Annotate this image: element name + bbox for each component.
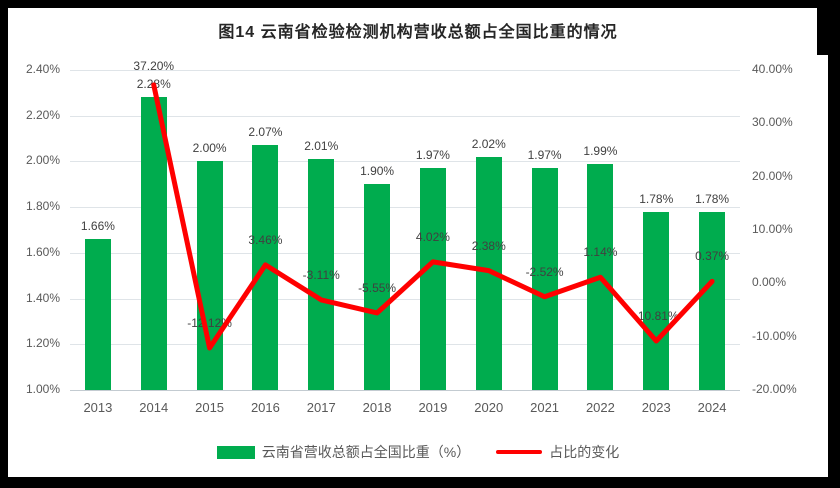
bar-value-label-2015: 2.00%: [192, 141, 227, 156]
left-axis-tick: 1.40%: [25, 290, 60, 305]
bar-series-swatch-icon: [216, 445, 255, 459]
bar-value-label-2013: 1.66%: [80, 219, 115, 234]
line-value-label-2014: 37.20%: [133, 59, 175, 74]
bar-value-label-2024: 1.78%: [695, 191, 730, 206]
line-value-label-2023: -10.81%: [633, 308, 679, 323]
left-axis-tick: 1.00%: [25, 382, 60, 396]
bar-2023: [643, 211, 670, 390]
gridline: [70, 344, 740, 346]
legend-label-bar-series: 云南省营收总额占全国比重（%）: [261, 444, 471, 460]
x-axis-label-2023: 2023: [641, 400, 671, 415]
gridline: [70, 161, 740, 163]
left-axis-tick: 2.40%: [25, 62, 60, 76]
bar-2013: [84, 239, 111, 390]
x-axis-label-2013: 2013: [83, 400, 113, 415]
line-value-label-2024: 0.37%: [695, 249, 730, 264]
bar-value-label-2018: 1.90%: [360, 164, 395, 179]
bar-2024: [699, 211, 726, 390]
right-axis-tick: 0.00%: [752, 275, 787, 290]
bar-value-label-2016: 2.07%: [248, 125, 283, 140]
line-value-label-2015: -12.12%: [187, 315, 232, 330]
gridline: [70, 115, 740, 117]
chart-title: 图14 云南省检验检测机构营收总额占全国比重的情况: [218, 24, 618, 41]
x-axis-label-2018: 2018: [362, 400, 392, 415]
left-axis-tick: 1.80%: [25, 199, 60, 214]
left-axis-tick: 2.20%: [25, 107, 60, 122]
x-axis-line: [70, 390, 740, 391]
left-axis-tick: 2.00%: [25, 153, 60, 168]
bar-2019: [419, 168, 446, 390]
line-value-label-2018: -5.55%: [358, 280, 397, 295]
bar-value-label-2023: 1.78%: [639, 191, 674, 206]
line-value-label-2016: 3.46%: [248, 232, 283, 247]
gridline: [70, 252, 740, 254]
line-series-swatch-icon: [496, 450, 543, 454]
gridline: [70, 70, 740, 71]
right-axis-tick: 20.00%: [752, 168, 793, 183]
bar-2018: [364, 184, 391, 390]
right-axis-tick: -20.00%: [752, 382, 797, 396]
right-axis-tick: 10.00%: [752, 222, 793, 236]
x-axis-label-2022: 2022: [585, 400, 615, 415]
bar-value-label-2019: 1.97%: [415, 148, 450, 163]
x-axis-label-2017: 2017: [306, 400, 336, 415]
right-axis-tick: 30.00%: [752, 115, 793, 130]
x-axis-label-2024: 2024: [697, 400, 727, 415]
line-value-label-2021: -2.52%: [525, 264, 564, 279]
bar-2014: [140, 97, 167, 390]
legend-label-line-series: 占比的变化: [549, 444, 620, 460]
chart-legend: 云南省营收总额占全国比重（%） 占比的变化: [8, 442, 828, 462]
screen-artifact-notch: [817, 8, 828, 55]
line-value-label-2022: 1.14%: [583, 245, 618, 260]
bar-2021: [531, 168, 558, 390]
x-axis-label-2014: 2014: [139, 400, 169, 415]
chart-canvas: 图14 云南省检验检测机构营收总额占全国比重的情况 1.66% 2013 2.28%…: [8, 8, 828, 477]
line-value-label-2017: -3.11%: [302, 267, 340, 282]
left-axis-tick: 1.20%: [25, 336, 60, 351]
x-axis-label-2016: 2016: [250, 400, 280, 415]
right-axis-tick: -10.00%: [752, 328, 797, 343]
left-axis-tick: 1.60%: [25, 244, 60, 259]
line-series-svg: [151, 82, 715, 351]
bar-value-label-2021: 1.97%: [527, 148, 562, 163]
line-value-label-2020: 2.38%: [471, 238, 506, 253]
bar-value-label-2020: 2.02%: [471, 136, 506, 151]
line-value-label-2019: 4.02%: [415, 229, 450, 244]
bar-value-label-2022: 1.99%: [583, 143, 618, 158]
x-axis-label-2015: 2015: [195, 400, 225, 415]
bar-value-label-2017: 2.01%: [304, 139, 339, 154]
bar-2015: [196, 161, 223, 390]
plot-area: 1.66% 2013 2.28% 2014 2.00% 2015 2.07% 2016 2.01…: [70, 59, 740, 415]
x-axis-label-2019: 2019: [418, 400, 448, 415]
bar-2017: [308, 159, 335, 390]
gridline: [70, 298, 740, 300]
right-axis-tick: 40.00%: [752, 62, 793, 76]
x-axis-label-2021: 2021: [530, 400, 560, 415]
line-series-path: [151, 82, 715, 351]
x-axis-label-2020: 2020: [474, 400, 504, 415]
legend-item-bar-series: 云南省营收总额占全国比重（%）: [216, 442, 471, 462]
gridline: [70, 207, 740, 209]
legend-item-line-series: 占比的变化: [480, 442, 619, 462]
